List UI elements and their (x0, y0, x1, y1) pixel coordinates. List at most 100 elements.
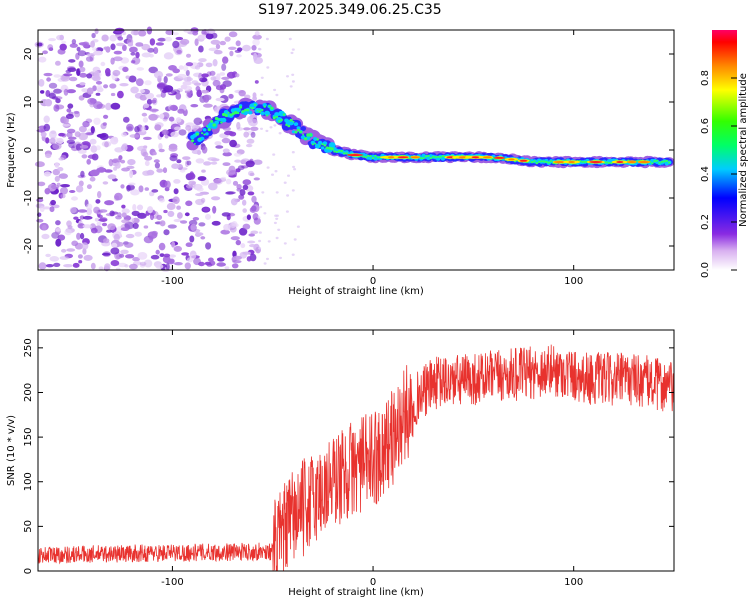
spectrogram-noise-blob (114, 27, 125, 34)
spectrogram-signal-cell (223, 110, 229, 115)
colorbar-tick-label: 0.0 (700, 262, 711, 278)
spectrogram-noise-blob (212, 80, 221, 87)
spectrogram-noise-blob (252, 34, 262, 40)
spectrogram-noise-blob (222, 148, 230, 154)
spectrogram-noise-blob (168, 116, 175, 122)
spectrogram-noise-blob (63, 88, 69, 96)
spectrogram-signal-cell (653, 160, 656, 163)
spectrogram-noise-blob (222, 152, 232, 157)
spectrogram-noise-blob (167, 224, 177, 229)
spectrogram-noise-blob (94, 28, 99, 35)
spectrogram-noise-blob (138, 185, 144, 193)
spectrogram-noise-blob (86, 208, 92, 216)
spectrogram-signal-cell (362, 155, 365, 158)
spectrogram-noise-blob (121, 219, 130, 224)
spectrogram-noise-blob (55, 228, 61, 232)
spectrogram-signal-cell (333, 150, 336, 153)
spectrogram-noise-blob (96, 87, 104, 93)
spectrogram-noise-blob (151, 99, 157, 104)
spectrogram-signal-cell (261, 108, 264, 112)
spectrogram-signal-track (186, 97, 675, 169)
spectrogram-noise-blob (45, 253, 51, 258)
spectrogram-noise-blob (258, 247, 262, 250)
spectrogram-noise-blob (126, 185, 131, 192)
spectrogram-noise-blob (120, 227, 129, 232)
spectrogram-signal-cell (313, 137, 318, 141)
spectrogram-noise-blob (93, 50, 103, 56)
spectrogram-noise-blob (163, 85, 174, 93)
spectrogram-noise-blob (158, 198, 165, 203)
spectrogram-signal-cell (229, 113, 233, 117)
spectrogram-noise-blob (293, 238, 297, 241)
spectrogram-noise-blob (291, 253, 295, 256)
spectrogram-noise-blob (221, 137, 231, 144)
spectrogram-noise-blob (115, 241, 124, 247)
spectrogram-noise-blob (48, 92, 56, 99)
spectrogram-noise-blob (231, 263, 239, 269)
colorbar-tick-label: 0.4 (700, 166, 711, 182)
spectrogram-noise-blob (36, 218, 44, 223)
spectrogram-signal-cell (285, 123, 288, 126)
spectrogram-noise-blob (89, 176, 96, 182)
spectrogram-noise-blob (184, 262, 191, 270)
spectrogram-noise-blob (37, 181, 46, 187)
spectrogram-noise-blob (150, 254, 160, 260)
spectrogram-noise-blob (101, 252, 111, 256)
spectrogram-noise-blob (64, 229, 72, 236)
spectrogram-noise-blob (48, 38, 56, 42)
spectrogram-noise-blob (148, 235, 154, 241)
spectrogram-noise-blob (120, 159, 126, 164)
spectrogram-noise-blob (237, 47, 243, 52)
spectrogram-noise-blob (82, 248, 87, 255)
spectrogram-noise-blob (183, 85, 193, 92)
spectrogram-noise-blob (90, 145, 98, 153)
spectrogram-noise-blob (177, 73, 187, 79)
spectrogram-noise-blob (121, 167, 131, 172)
spectrogram-noise-blob (45, 137, 50, 144)
spectrogram-y-tick-label: 0 (23, 147, 34, 153)
spectrogram-noise-blob (228, 46, 237, 50)
spectrogram-signal-cell (203, 133, 206, 136)
spectrogram-noise-blob (188, 180, 197, 186)
spectrogram-noise-blob (165, 29, 174, 36)
spectrogram-signal-cell (340, 150, 344, 153)
spectrogram-noise-blob (189, 235, 195, 243)
spectrogram-noise-blob (278, 132, 282, 135)
snr-y-axis-title: SNR (10 * v/v) (6, 415, 17, 486)
spectrogram-noise-blob (124, 221, 135, 230)
spectrogram-noise-blob (93, 206, 100, 214)
spectrogram-noise-blob (113, 233, 120, 242)
spectrogram-noise-blob (130, 189, 140, 196)
spectrogram-noise-blob (186, 53, 191, 58)
spectrogram-x-tick-label: 100 (564, 276, 583, 287)
spectrogram-noise-blob (283, 242, 287, 245)
spectrogram-noise-blob (153, 70, 164, 79)
spectrogram-noise-blob (196, 89, 202, 98)
spectrogram-noise-blob (274, 170, 278, 173)
spectrogram-noise-blob (164, 134, 169, 139)
spectrogram-noise-blob (243, 131, 249, 138)
spectrogram-noise-blob (59, 34, 64, 41)
spectrogram-noise-blob (210, 76, 217, 81)
spectrogram-noise-blob (65, 113, 74, 119)
spectrogram-noise-blob (69, 190, 76, 193)
spectrogram-signal-cell (342, 152, 346, 155)
spectrogram-noise-blob (148, 113, 158, 121)
spectrogram-signal-cell (256, 109, 259, 112)
spectrogram-noise-blob (136, 204, 144, 211)
spectrogram-noise-blob (141, 112, 148, 117)
spectrogram-noise-blob (155, 264, 164, 269)
colorbar-tick-label: 0.6 (700, 118, 711, 134)
spectrogram-noise-blob (62, 123, 71, 127)
spectrogram-signal-cell (607, 161, 611, 164)
spectrogram-noise-blob (95, 199, 101, 204)
spectrogram-signal-cell (508, 158, 515, 161)
spectrogram-noise-blob (82, 224, 92, 229)
spectrogram-noise-blob (189, 171, 194, 179)
spectrogram-signal-cell (251, 106, 254, 110)
spectrogram-noise-blob (86, 87, 94, 95)
spectrogram-noise-blob (113, 56, 123, 62)
spectrogram-signal-cell (248, 110, 253, 115)
spectrogram-noise-blob (253, 52, 258, 61)
spectrogram-noise-blob (139, 94, 147, 101)
